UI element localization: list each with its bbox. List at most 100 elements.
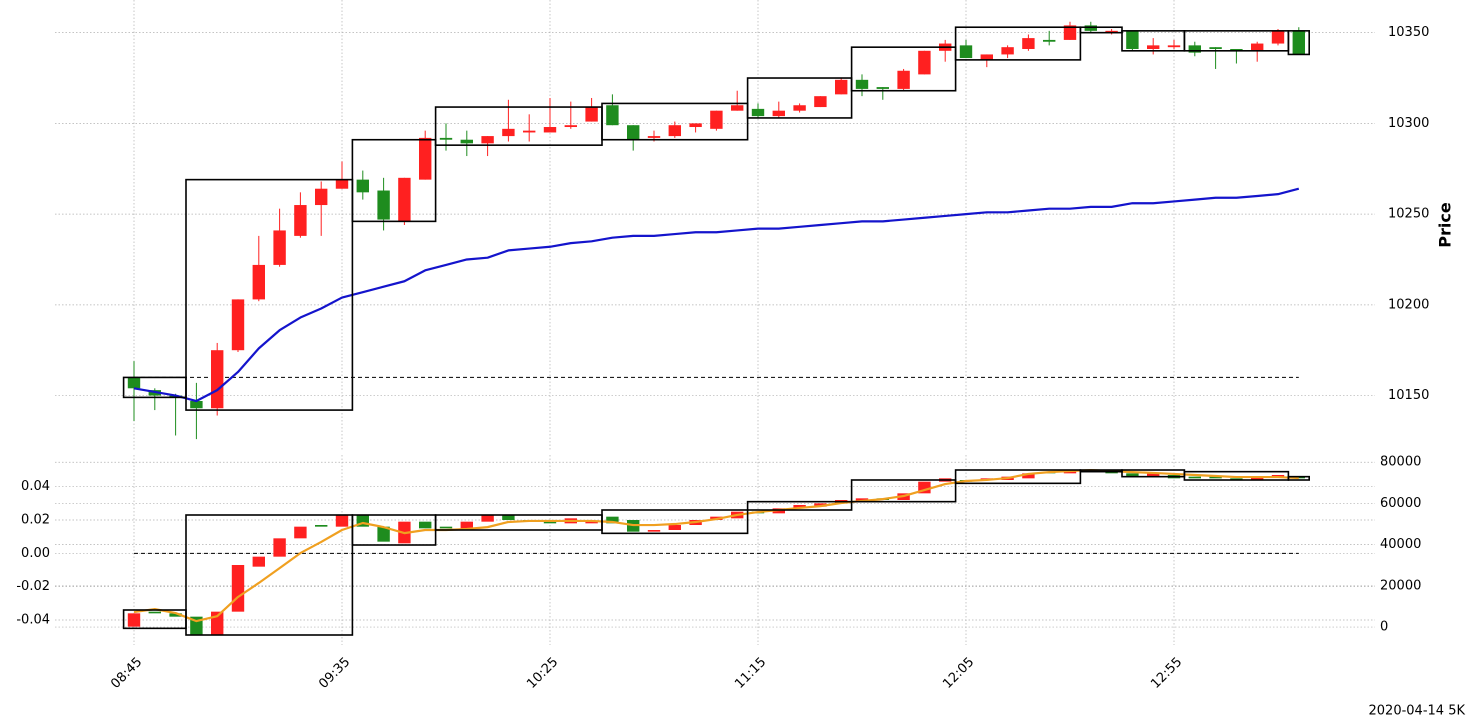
y-tick-label: -0.04: [16, 613, 50, 628]
candle-body: [793, 505, 806, 509]
range-box: [746, 500, 853, 511]
candle-body: [1126, 30, 1139, 49]
y-tick-label: 10350: [1388, 25, 1429, 40]
candle-body: [1188, 476, 1201, 479]
y2-tick-label: 0: [1380, 620, 1388, 635]
range-box: [746, 77, 853, 119]
candle-body: [980, 54, 993, 60]
x-tick-label: 12:05: [940, 655, 977, 692]
candle-body: [1105, 30, 1118, 33]
range-box: [954, 469, 1082, 485]
candle-body: [543, 521, 557, 524]
y-axis-label: Price: [1436, 202, 1455, 248]
candle-body: [751, 108, 765, 117]
candle-body: [1251, 43, 1264, 51]
candle-body: [668, 525, 681, 530]
candle-body: [710, 110, 723, 129]
candle-body: [460, 139, 473, 144]
candle-body: [1271, 475, 1285, 477]
candle-body: [356, 179, 369, 193]
range-box: [601, 509, 749, 535]
candle-body: [273, 538, 286, 557]
range-box: [601, 102, 749, 141]
candle-body: [419, 137, 432, 180]
candle-body: [1167, 45, 1181, 48]
candle-body: [1209, 476, 1222, 479]
candle-body: [439, 526, 453, 529]
range-box: [850, 479, 957, 503]
candle-body: [502, 128, 515, 137]
candle-body: [377, 526, 390, 542]
candle-body: [1063, 25, 1077, 40]
range-box: [1079, 26, 1123, 34]
candle-body: [1084, 25, 1097, 31]
range-box: [434, 106, 603, 146]
candle-body: [356, 515, 369, 527]
candle-body: [294, 526, 307, 539]
candle-body: [1126, 473, 1139, 477]
x-tick-label: 10:25: [524, 655, 561, 692]
candle-body: [855, 79, 869, 89]
candle-body: [835, 79, 848, 95]
candle-body: [1230, 48, 1243, 51]
y-tick-label: 10200: [1388, 297, 1429, 312]
y2-tick-label: 80000: [1380, 455, 1421, 470]
x-tick-label: 11:15: [732, 655, 769, 692]
candle-body: [606, 105, 619, 126]
candle-body: [1022, 473, 1035, 479]
candle-body: [231, 299, 245, 351]
candle-body: [772, 110, 785, 117]
candle-body: [377, 190, 390, 220]
candle-body: [1147, 45, 1160, 49]
candle-body: [294, 205, 307, 236]
candle-body: [1271, 30, 1285, 44]
footer: 2020-04-14 5K: [1369, 704, 1466, 719]
y-tick-label: 10300: [1388, 116, 1429, 131]
candle-body: [315, 188, 328, 206]
y2-tick-label: 20000: [1380, 578, 1421, 593]
candle-body: [647, 530, 661, 532]
x-tick-label: 12:55: [1148, 655, 1185, 692]
y-tick-label: 0.02: [21, 513, 50, 528]
candle-body: [502, 515, 515, 520]
range-box: [954, 26, 1082, 61]
candle-body: [398, 177, 411, 222]
candle-body: [481, 515, 494, 522]
candle-body: [793, 105, 806, 111]
y2-tick-label: 40000: [1380, 537, 1421, 552]
candle-body: [335, 179, 349, 189]
candle-body: [231, 565, 245, 612]
candle-body: [564, 125, 577, 128]
candle-body: [627, 125, 640, 140]
range-box: [1287, 30, 1311, 56]
candle-body: [252, 556, 265, 567]
candle-body: [689, 123, 702, 128]
candle-body: [439, 137, 453, 140]
candle-body: [918, 50, 931, 75]
candle-body: [814, 96, 827, 108]
candle-body: [127, 613, 141, 627]
candle-body: [668, 125, 681, 137]
candle-body: [315, 525, 328, 527]
candle-body: [1188, 45, 1201, 53]
range-box: [1183, 470, 1290, 481]
y-tick-label: 10150: [1388, 388, 1429, 403]
y2-tick-label: 60000: [1380, 496, 1421, 511]
y-tick-label: -0.02: [16, 579, 50, 594]
candle-body: [731, 105, 744, 111]
range-box: [185, 514, 354, 636]
line: [133, 468, 1299, 623]
candle-body: [918, 481, 931, 494]
y-tick-label: 10250: [1388, 207, 1429, 222]
candle-body: [148, 611, 161, 614]
candle-body: [481, 136, 494, 144]
candle-body: [169, 613, 182, 617]
candle-body: [543, 127, 557, 133]
candle-body: [959, 45, 973, 59]
candle-body: [211, 350, 224, 409]
y-tick-label: 0.00: [21, 546, 50, 561]
candle-body: [335, 515, 349, 527]
candle-body: [523, 130, 536, 133]
